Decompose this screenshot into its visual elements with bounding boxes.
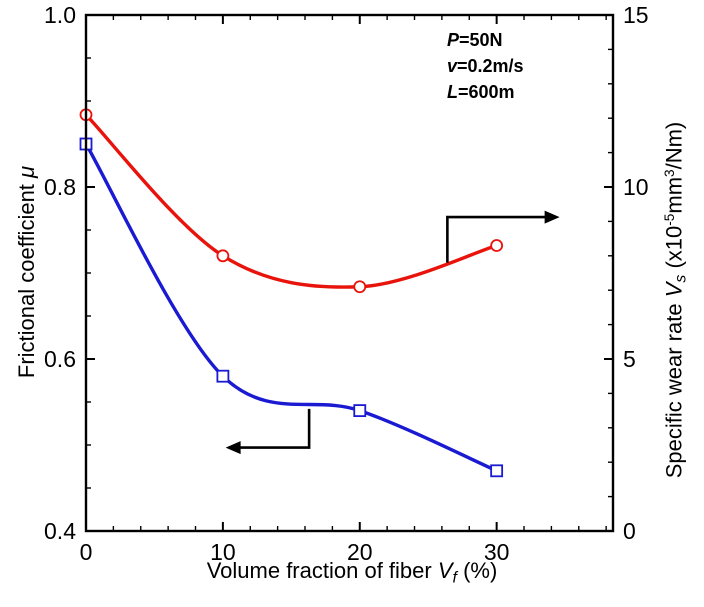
condition-symbol: L (447, 82, 458, 102)
svg-text:15: 15 (623, 2, 649, 28)
data-curves (84, 113, 499, 473)
x-axis-title: Volume fraction of fiber Vf (%) (0, 558, 704, 587)
condition-line: P=50N (447, 27, 524, 53)
vf-subscript: f (452, 569, 457, 587)
y-left-title-text: Frictional coefficient (14, 184, 39, 379)
curve-wear (84, 113, 499, 289)
x-title-text: Volume fraction of fiber (206, 558, 432, 583)
arrow-head (544, 210, 560, 224)
svg-text:20: 20 (347, 539, 373, 565)
exponent: -5 (661, 213, 677, 226)
unit-close: /Nm) (661, 121, 687, 170)
marker-circle (490, 239, 504, 252)
vs-symbol: V (661, 282, 687, 298)
tick-labels: 0 10 20 30 0.4 0.6 0.8 1.0 0 5 10 15 (44, 2, 649, 565)
condition-symbol: P (447, 30, 460, 50)
svg-text:10: 10 (623, 174, 649, 200)
unit-open: (x10 (661, 225, 687, 269)
data-markers (79, 108, 504, 478)
unit-mid: mm (661, 176, 687, 214)
marker-circle (216, 249, 230, 263)
plot-frame (84, 13, 615, 533)
vs-subscript: s (672, 274, 690, 283)
svg-text:0.8: 0.8 (44, 174, 76, 200)
svg-text:1.0: 1.0 (44, 2, 76, 28)
axis-ticks (85, 14, 613, 532)
svg-text:5: 5 (623, 346, 636, 372)
svg-text:0: 0 (623, 518, 636, 544)
condition-value: =50N (459, 30, 503, 50)
arrow-line (237, 408, 311, 449)
curve-friction (84, 142, 499, 473)
condition-line: L=600m (447, 79, 524, 105)
x-unit: (%) (463, 558, 498, 583)
condition-line: v=0.2m/s (447, 53, 524, 79)
svg-text:0: 0 (80, 539, 93, 565)
svg-text:0.4: 0.4 (44, 518, 76, 544)
arrow-line (446, 215, 548, 263)
axis-pointer-arrows (225, 210, 560, 455)
marker-circle (353, 280, 367, 294)
marker-square (490, 464, 504, 478)
svg-text:10: 10 (210, 539, 236, 565)
arrow-head (225, 441, 241, 455)
y-left-axis-title: Frictional coefficient μ (14, 166, 40, 378)
condition-value: =0.2m/s (457, 56, 524, 76)
vf-symbol: V (437, 558, 453, 583)
y-right-title-text: Specific wear rate (661, 303, 687, 479)
mu-symbol: μ (14, 165, 39, 178)
condition-annotation: P=50N v=0.2m/s L=600m (447, 27, 524, 105)
exponent-2: 3 (661, 169, 677, 177)
y-right-axis-title: Specific wear rate Vs (x10-5mm3/Nm) (661, 122, 690, 479)
svg-text:0.6: 0.6 (44, 346, 76, 372)
marker-square (353, 404, 367, 418)
condition-symbol: v (447, 56, 458, 76)
svg-text:30: 30 (484, 539, 510, 565)
marker-square (216, 369, 230, 383)
condition-value: =600m (458, 82, 515, 102)
